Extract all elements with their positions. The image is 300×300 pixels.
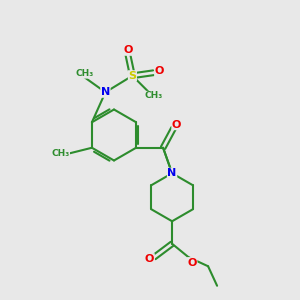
Text: N: N — [101, 87, 110, 97]
Text: O: O — [172, 120, 181, 130]
Text: CH₃: CH₃ — [144, 91, 163, 100]
Text: CH₃: CH₃ — [51, 149, 70, 158]
Text: O: O — [188, 258, 197, 268]
Text: CH₃: CH₃ — [75, 69, 94, 78]
Text: N: N — [167, 168, 177, 178]
Text: O: O — [145, 254, 154, 264]
Text: S: S — [128, 71, 136, 81]
Text: O: O — [155, 66, 164, 76]
Text: O: O — [123, 45, 133, 55]
